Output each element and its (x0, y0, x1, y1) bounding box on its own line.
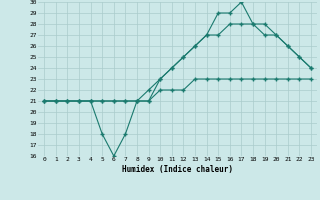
X-axis label: Humidex (Indice chaleur): Humidex (Indice chaleur) (122, 165, 233, 174)
